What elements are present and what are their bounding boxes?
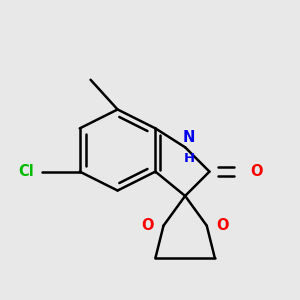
Text: H: H — [184, 152, 195, 165]
Text: O: O — [250, 164, 262, 179]
Text: O: O — [216, 218, 229, 233]
Text: N: N — [183, 130, 195, 145]
Text: O: O — [142, 218, 154, 233]
Text: Cl: Cl — [18, 164, 34, 179]
